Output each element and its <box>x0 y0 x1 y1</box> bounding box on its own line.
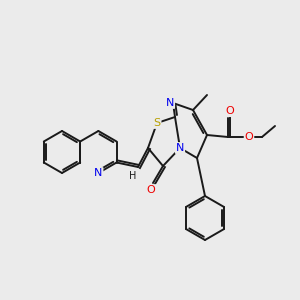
Text: H: H <box>129 171 137 181</box>
Text: N: N <box>176 143 184 153</box>
Text: O: O <box>147 185 155 195</box>
Text: N: N <box>166 98 174 108</box>
Text: O: O <box>226 106 234 116</box>
Text: N: N <box>94 168 103 178</box>
Text: O: O <box>244 132 253 142</box>
Text: S: S <box>153 118 161 128</box>
